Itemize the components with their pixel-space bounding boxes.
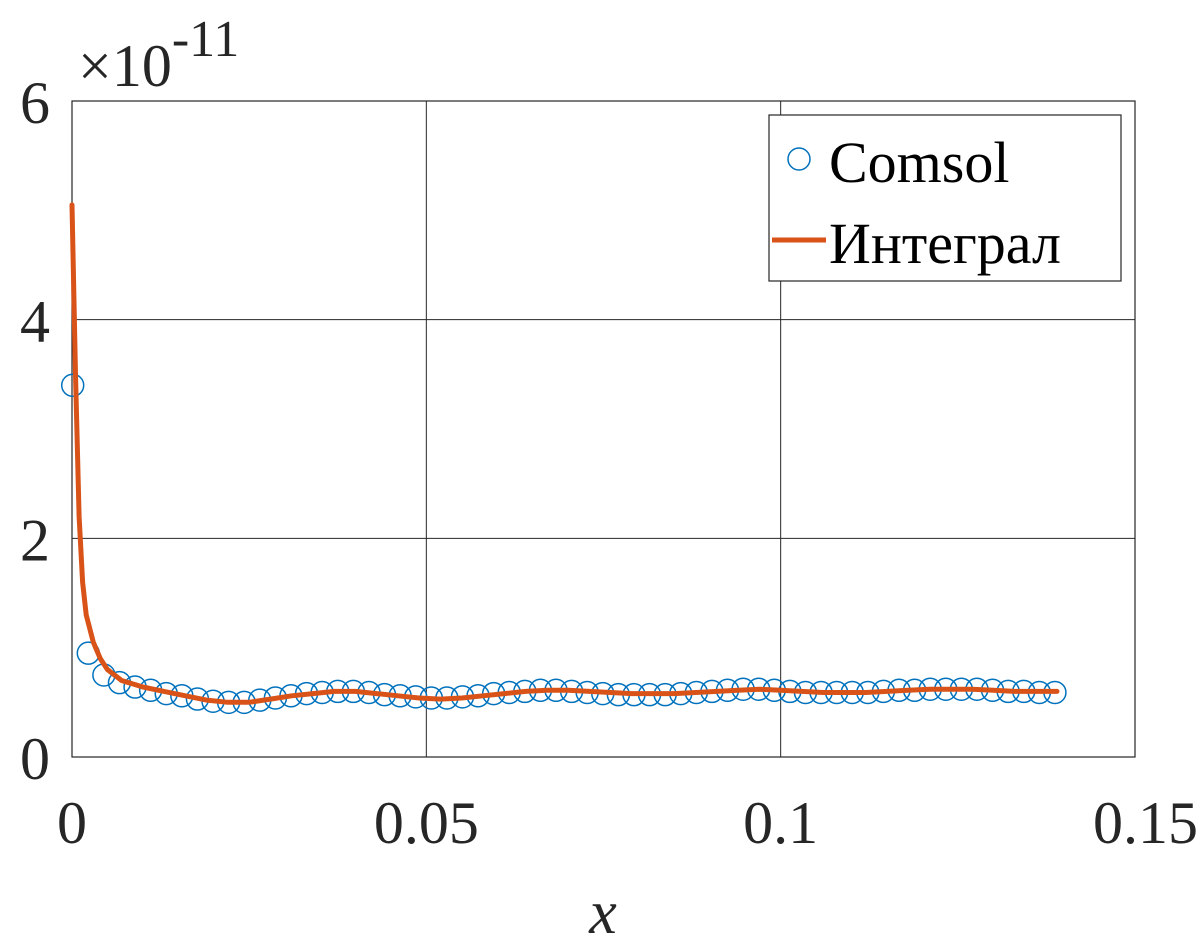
y-tick-label: 4 <box>20 289 50 355</box>
y-tick-label: 0 <box>20 726 50 792</box>
legend: Comsol Интеграл <box>768 114 1122 282</box>
x-tick-label: 0.05 <box>374 790 479 856</box>
plot-area <box>71 100 1136 758</box>
x-axis: 0 0.05 0.1 0.15 <box>57 790 1198 856</box>
y-axis: 0 2 4 6 <box>20 70 50 792</box>
y-tick-label: 6 <box>20 70 50 136</box>
x-tick-label: 0.1 <box>743 790 818 856</box>
comsol-point <box>60 373 85 398</box>
exponent-label: ×10-11 <box>78 11 239 99</box>
legend-marker-comsol <box>787 147 811 171</box>
legend-label-integral: Интеграл <box>829 211 1061 276</box>
integral-line <box>69 202 1060 705</box>
x-tick-label: 0 <box>57 790 87 856</box>
x-tick-label: 0.15 <box>1093 790 1198 856</box>
exponent-power: -11 <box>172 11 239 68</box>
legend-box <box>768 114 1122 282</box>
x-axis-label: x <box>588 879 617 943</box>
series-layer <box>60 202 1067 715</box>
exponent-multiplier: ×10 <box>78 33 172 99</box>
legend-label-comsol: Comsol <box>829 130 1010 195</box>
y-tick-label: 2 <box>20 507 50 573</box>
